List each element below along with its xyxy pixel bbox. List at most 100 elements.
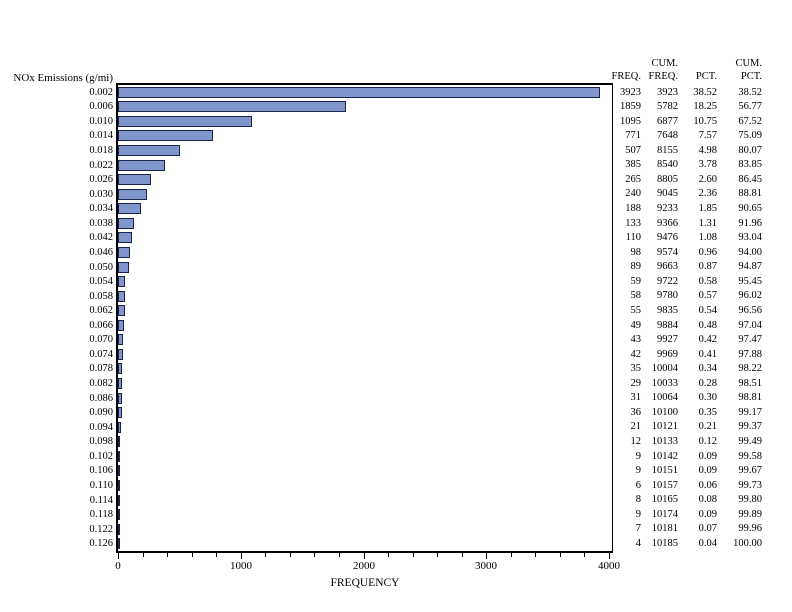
table-row: 188 9233 1.85 90.65 <box>600 202 770 217</box>
pct-cell: 0.35 <box>698 406 717 418</box>
x-major-tick <box>241 553 242 559</box>
pct-cell: 0.12 <box>698 436 717 447</box>
bar-0.006 <box>118 101 346 113</box>
bar-0.106 <box>118 465 120 477</box>
table-row: 9 10142 0.09 99.58 <box>600 450 770 465</box>
cum-freq-cell: 10004 <box>651 363 678 375</box>
table-row: 8 10165 0.08 99.80 <box>600 493 770 508</box>
y-tick-label: 0.114 <box>89 494 113 506</box>
bar-0.026 <box>118 174 151 186</box>
header-cell: CUM. <box>735 58 762 69</box>
table-row: 98 9574 0.96 94.00 <box>600 246 770 261</box>
pct-cell: 2.60 <box>698 173 717 185</box>
cum-freq-cell: 8805 <box>657 173 678 185</box>
freq-cell: 1859 <box>620 101 641 113</box>
y-tick-label: 0.090 <box>89 407 113 419</box>
cum-freq-cell: 9722 <box>657 275 678 287</box>
cum-pct-cell: 99.73 <box>738 479 762 491</box>
pct-cell: 10.75 <box>693 115 717 127</box>
header-cell: FREQ. <box>611 71 641 82</box>
bar-0.038 <box>118 217 134 229</box>
y-tick-label: 0.014 <box>89 130 113 142</box>
y-tick-label: 0.082 <box>89 378 113 390</box>
cum-freq-cell: 9045 <box>657 188 678 200</box>
cum-pct-cell: 98.81 <box>738 392 762 404</box>
cum-pct-cell: 96.56 <box>738 304 762 316</box>
freq-cell: 9 <box>635 465 641 477</box>
pct-cell: 0.41 <box>698 348 717 360</box>
table-row: 1095 6877 10.75 67.52 <box>600 115 770 130</box>
freq-cell: 49 <box>630 319 642 331</box>
y-tick-label: 0.062 <box>89 305 113 317</box>
freq-cell: 188 <box>625 203 641 214</box>
cum-freq-cell: 3923 <box>657 86 678 98</box>
header-cell <box>600 57 641 70</box>
x-minor-tick <box>290 553 291 557</box>
cum-freq-cell: 9780 <box>657 290 678 302</box>
bar-0.034 <box>118 203 141 215</box>
y-tick-label: 0.066 <box>89 319 113 331</box>
y-tick-label: 0.078 <box>89 363 113 375</box>
y-tick-label: 0.010 <box>89 115 113 127</box>
cum-pct-cell: 99.80 <box>738 494 762 506</box>
cum-freq-cell: 8155 <box>657 144 678 156</box>
cum-pct-cell: 98.51 <box>738 377 762 389</box>
x-axis-title: FREQUENCY <box>330 577 400 589</box>
x-minor-tick <box>388 553 389 557</box>
table-row: 7 10181 0.07 99.96 <box>600 522 770 537</box>
y-tick-label: 0.074 <box>89 348 113 360</box>
cum-freq-cell: 10174 <box>651 508 678 520</box>
y-tick-label: 0.110 <box>89 479 113 491</box>
y-tick-label: 0.070 <box>89 334 113 346</box>
x-minor-tick <box>437 553 438 557</box>
table-row: 6 10157 0.06 99.73 <box>600 479 770 494</box>
bar-0.118 <box>118 509 120 521</box>
bar-0.126 <box>118 538 120 550</box>
table-row: 89 9663 0.87 94.87 <box>600 260 770 275</box>
cum-freq-cell: 10142 <box>651 450 678 462</box>
y-tick-label: 0.018 <box>89 145 113 157</box>
x-tick-label: 0 <box>115 560 121 572</box>
bar-0.090 <box>118 407 122 419</box>
cum-freq-cell: 9476 <box>657 232 678 244</box>
freq-cell: 55 <box>630 304 642 316</box>
header-cell: CUM. <box>651 58 678 69</box>
header-cell: PCT. <box>740 71 762 82</box>
y-tick-label: 0.002 <box>89 86 113 98</box>
table-row: 4 10185 0.04 100.00 <box>600 537 770 552</box>
bar-0.050 <box>118 261 129 273</box>
freq-cell: 35 <box>630 363 642 375</box>
x-minor-tick <box>339 553 340 557</box>
bar-0.058 <box>118 290 125 302</box>
pct-cell: 0.42 <box>698 334 717 346</box>
cum-pct-cell: 100.00 <box>733 537 762 549</box>
freq-cell: 507 <box>625 144 641 156</box>
x-major-tick <box>609 553 610 559</box>
y-tick-label: 0.102 <box>89 450 113 462</box>
bar-0.102 <box>118 450 120 462</box>
freq-cell: 59 <box>630 275 642 287</box>
x-minor-tick <box>535 553 536 557</box>
bar-0.086 <box>118 392 122 404</box>
x-minor-tick <box>314 553 315 557</box>
pct-cell: 0.58 <box>698 275 717 287</box>
pct-cell: 7.57 <box>698 130 717 142</box>
bar-0.066 <box>118 319 124 331</box>
freq-cell: 7 <box>635 523 641 535</box>
freq-cell: 9 <box>635 508 641 520</box>
cum-freq-cell: 5782 <box>657 101 678 113</box>
y-axis-title: NOx Emissions (g/mi) <box>13 72 113 84</box>
freq-cell: 771 <box>625 130 641 142</box>
freq-cell: 43 <box>630 334 642 346</box>
y-tick-label: 0.042 <box>89 232 113 244</box>
cum-freq-cell: 9884 <box>657 319 678 331</box>
pct-cell: 1.85 <box>698 203 717 214</box>
cum-pct-cell: 67.52 <box>738 115 762 127</box>
cum-freq-cell: 10133 <box>651 436 678 447</box>
freq-cell: 58 <box>630 290 642 302</box>
cum-freq-cell: 10033 <box>651 377 678 389</box>
pct-cell: 2.36 <box>698 188 717 200</box>
pct-cell: 0.57 <box>698 290 717 302</box>
table-row: 9 10174 0.09 99.89 <box>600 508 770 523</box>
cum-pct-cell: 94.87 <box>738 261 762 273</box>
